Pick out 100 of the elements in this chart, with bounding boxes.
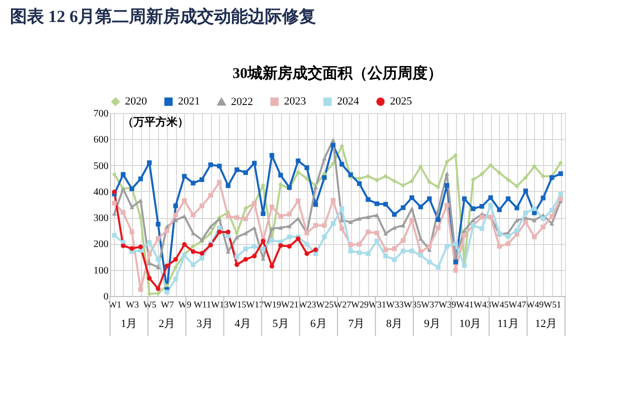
point <box>330 142 336 148</box>
point <box>313 202 318 207</box>
point <box>427 260 432 264</box>
point <box>322 223 327 228</box>
x-tick-label: W21 <box>281 300 299 310</box>
point <box>550 208 554 213</box>
point <box>506 234 510 239</box>
point <box>366 230 370 234</box>
point <box>120 172 126 177</box>
point <box>558 192 563 197</box>
legend-label: 2020 <box>125 96 148 108</box>
point <box>470 206 476 212</box>
point <box>112 200 117 206</box>
legend-label: 2024 <box>337 96 360 108</box>
point <box>147 240 152 245</box>
y-tick-label: 400 <box>94 186 108 198</box>
point <box>366 215 370 220</box>
point <box>217 230 222 234</box>
point <box>348 242 353 248</box>
point <box>550 214 554 219</box>
point <box>217 226 222 230</box>
point <box>120 210 126 215</box>
y-tick-label: 500 <box>94 160 108 172</box>
point <box>234 167 240 172</box>
point <box>330 198 336 203</box>
point <box>357 181 362 186</box>
point <box>304 176 310 181</box>
y-tick-label: 300 <box>94 213 108 224</box>
point <box>436 184 440 190</box>
point <box>497 244 502 249</box>
point <box>130 230 134 234</box>
point <box>348 172 353 178</box>
point <box>357 176 362 181</box>
point <box>400 238 406 243</box>
x-tick-label: W31 <box>368 300 386 310</box>
point <box>436 217 440 222</box>
point <box>330 161 336 166</box>
point <box>252 160 257 166</box>
chart-subtitle: 30城新房成交面积（公历周度） <box>232 64 442 82</box>
point <box>366 197 370 202</box>
point <box>130 246 134 251</box>
x-tick-label: W9 <box>178 300 192 310</box>
point <box>304 242 310 247</box>
point <box>444 202 450 208</box>
point <box>480 204 484 209</box>
point <box>173 212 178 218</box>
point <box>270 153 274 158</box>
point <box>418 252 423 258</box>
point <box>322 175 327 180</box>
text: 4月 <box>234 318 251 330</box>
point <box>540 216 546 221</box>
legend-label: 2022 <box>231 96 253 108</box>
point <box>383 174 388 179</box>
point <box>173 276 178 282</box>
point <box>260 211 266 216</box>
point <box>436 225 440 230</box>
x-tick-label: W5 <box>143 300 157 310</box>
point <box>383 231 388 236</box>
point <box>357 242 362 247</box>
point <box>374 201 380 206</box>
point <box>304 165 310 170</box>
point <box>208 230 213 236</box>
point <box>138 176 143 182</box>
point <box>453 268 458 273</box>
text: 2月 <box>158 318 176 330</box>
point <box>480 214 484 220</box>
point <box>190 244 196 249</box>
point <box>540 224 546 230</box>
point <box>190 262 196 267</box>
point <box>523 210 528 216</box>
point <box>480 172 484 177</box>
point <box>173 257 178 262</box>
point <box>418 204 423 210</box>
point <box>436 264 440 270</box>
point <box>182 174 187 179</box>
legend-label: 2021 <box>178 96 200 108</box>
point <box>270 226 274 231</box>
point <box>226 214 230 219</box>
point <box>532 234 537 240</box>
point <box>357 250 362 255</box>
point <box>226 230 230 234</box>
point <box>112 233 117 238</box>
point <box>173 264 178 270</box>
x-tick-label: W15 <box>228 300 247 310</box>
point <box>392 246 397 252</box>
point <box>523 220 528 224</box>
point <box>523 188 528 194</box>
point <box>514 228 520 233</box>
point <box>400 205 406 210</box>
point <box>330 221 336 226</box>
point <box>296 198 300 204</box>
point <box>410 248 414 254</box>
point <box>156 236 160 241</box>
point <box>138 287 143 292</box>
point <box>488 162 493 168</box>
point <box>156 286 160 292</box>
x-tick-label: W47 <box>508 300 527 310</box>
point <box>514 184 520 189</box>
point <box>497 207 502 212</box>
point <box>348 248 353 254</box>
